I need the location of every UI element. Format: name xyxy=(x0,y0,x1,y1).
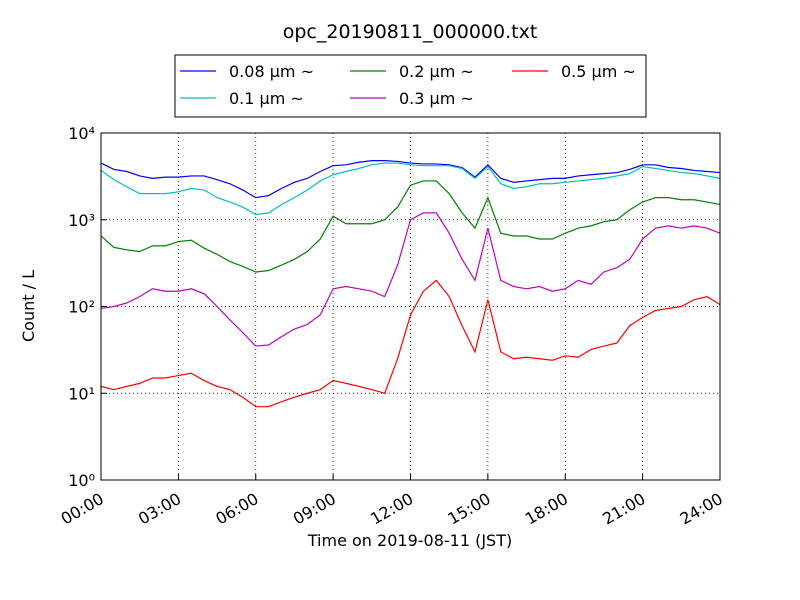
chart-title: opc_20190811_000000.txt xyxy=(283,21,538,43)
x-axis-label: Time on 2019-08-11 (JST) xyxy=(307,531,512,550)
data-line xyxy=(100,279,721,408)
data-line xyxy=(100,180,721,273)
y-tick-label: 10³ xyxy=(68,211,95,230)
y-tick-label: 10¹ xyxy=(68,384,95,403)
data-line xyxy=(100,212,721,347)
legend-label: 0.2 μm ~ xyxy=(399,62,474,81)
y-axis-label: Count / L xyxy=(19,270,38,342)
data-line xyxy=(100,160,721,199)
y-tick-label: 10² xyxy=(68,298,95,317)
plot-frame xyxy=(100,132,721,481)
legend-box xyxy=(174,54,647,118)
legend-label: 0.5 μm ~ xyxy=(561,62,636,81)
data-line xyxy=(100,162,721,216)
legend-label: 0.1 μm ~ xyxy=(229,89,304,108)
legend: 0.08 μm ~ 0.1 μm ~ 0.2 μm ~ 0.3 μm ~ 0.5 μm … xyxy=(174,54,647,118)
legend-label: 0.08 μm ~ xyxy=(229,62,314,81)
y-tick-label: 10⁴ xyxy=(68,124,95,143)
legend-label: 0.3 μm ~ xyxy=(399,89,474,108)
y-tick-label: 10⁰ xyxy=(68,471,95,490)
